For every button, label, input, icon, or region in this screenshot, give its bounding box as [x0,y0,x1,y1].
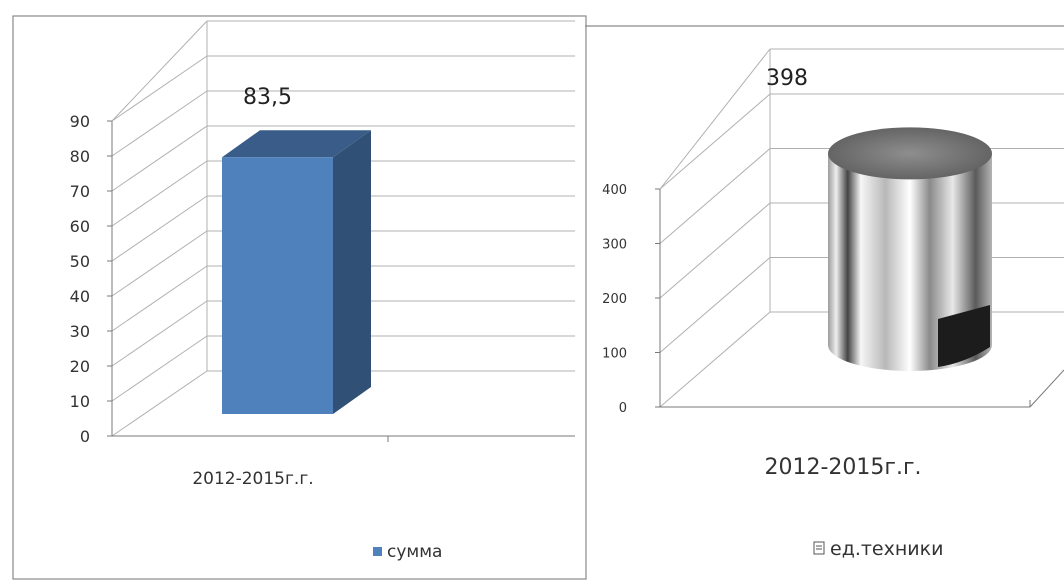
chart2-plot: 0 100 200 300 400 398 2012-2015г.г. ед.техники [602,48,1064,560]
y-tick-label: 20 [70,357,90,376]
side-gridline [659,148,771,244]
y-tick-label: 90 [70,112,90,131]
side-gridline [111,195,208,262]
side-gridline [111,230,208,297]
cylinder-shadow [938,305,990,367]
x-tick-label: 2012-2015г.г. [764,455,921,480]
y-tick-label: 10 [70,392,90,411]
side-gridline [659,93,771,190]
side-gridline [111,90,208,157]
legend-swatch [813,541,825,555]
y-tick-label: 400 [602,183,627,198]
data-label: 398 [766,66,808,91]
bar-top [222,130,371,158]
data-label: 83,5 [243,85,292,110]
floor-edge [1029,369,1064,408]
side-gridline [659,311,771,408]
bar-side [333,130,371,414]
x-tick-label: 2012-2015г.г. [192,469,313,489]
side-gridline [111,55,208,122]
y-tick-label: 0 [619,401,627,416]
y-tick-label: 300 [602,238,627,253]
y-tick-label: 80 [70,147,90,166]
side-gridline [111,265,208,332]
y-tick-label: 100 [602,347,627,362]
y-tick-label: 200 [602,292,627,307]
side-gridline [111,20,208,122]
y-tick-label: 70 [70,182,90,201]
legend-label: сумма [387,542,442,562]
side-gridline [659,48,771,190]
side-gridline [659,257,771,353]
side-gridline [111,300,208,367]
y-tick-label: 40 [70,287,90,306]
chart1-plot: 0 10 20 30 40 50 60 70 80 90 83,5 2012-2015г.г. сумм… [70,20,575,562]
side-gridline [111,370,208,437]
legend-swatch [373,547,382,556]
y-tick-label: 0 [80,427,90,446]
side-gridline [111,125,208,192]
side-gridline [111,335,208,402]
side-gridline [111,160,208,227]
cylinder-top [828,127,992,180]
y-tick-label: 30 [70,322,90,341]
legend-label: ед.техники [830,538,943,560]
bar [222,157,333,414]
side-gridline [659,202,771,299]
y-tick-label: 50 [70,252,90,271]
y-tick-label: 60 [70,217,90,236]
